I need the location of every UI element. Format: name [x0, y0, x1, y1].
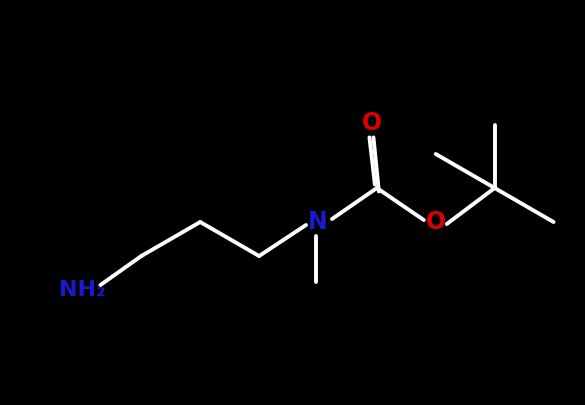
- Text: NH₂: NH₂: [59, 280, 106, 300]
- Text: N: N: [308, 210, 328, 234]
- Text: O: O: [426, 210, 446, 234]
- Text: O: O: [362, 111, 381, 135]
